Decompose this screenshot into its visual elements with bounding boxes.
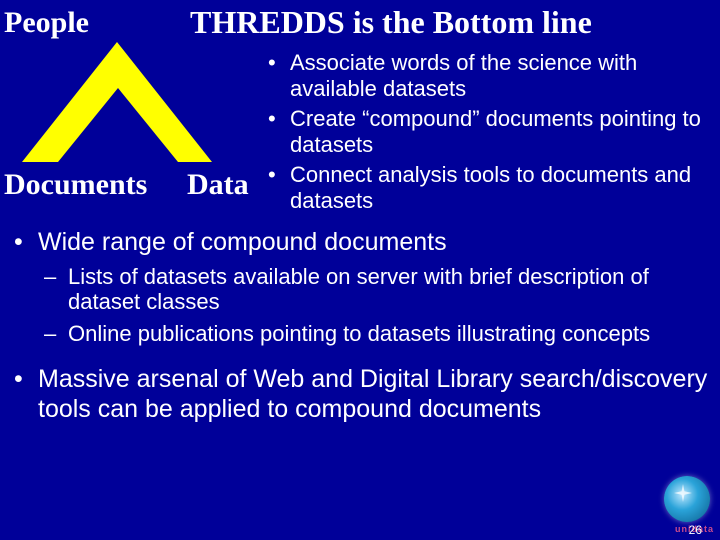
list-item: Online publications pointing to datasets… <box>38 321 708 347</box>
page-number: 26 <box>689 523 702 537</box>
list-item: Lists of datasets available on server wi… <box>38 264 708 316</box>
main-bullet-list: Wide range of compound documents Lists o… <box>8 228 708 442</box>
logo-icon <box>664 476 710 522</box>
list-item: Wide range of compound documents Lists o… <box>8 228 708 347</box>
list-item: Connect analysis tools to documents and … <box>264 162 704 214</box>
list-item: Create “compound” documents pointing to … <box>264 106 704 158</box>
triangle-diagram: People Documents Data <box>4 6 264 206</box>
triangle-cutout <box>58 88 178 162</box>
vertex-label-documents: Documents <box>4 168 147 202</box>
right-bullet-list: Associate words of the science with avai… <box>264 50 704 218</box>
vertex-label-data: Data <box>187 168 249 202</box>
list-item: Massive arsenal of Web and Digital Libra… <box>8 365 708 424</box>
list-item: Associate words of the science with avai… <box>264 50 704 102</box>
bullet-text: Wide range of compound documents <box>38 228 447 256</box>
slide: THREDDS is the Bottom line People Docume… <box>0 0 720 540</box>
sub-list: Lists of datasets available on server wi… <box>38 264 708 348</box>
bullet-text: Massive arsenal of Web and Digital Libra… <box>38 365 707 423</box>
vertex-label-people: People <box>4 6 89 40</box>
